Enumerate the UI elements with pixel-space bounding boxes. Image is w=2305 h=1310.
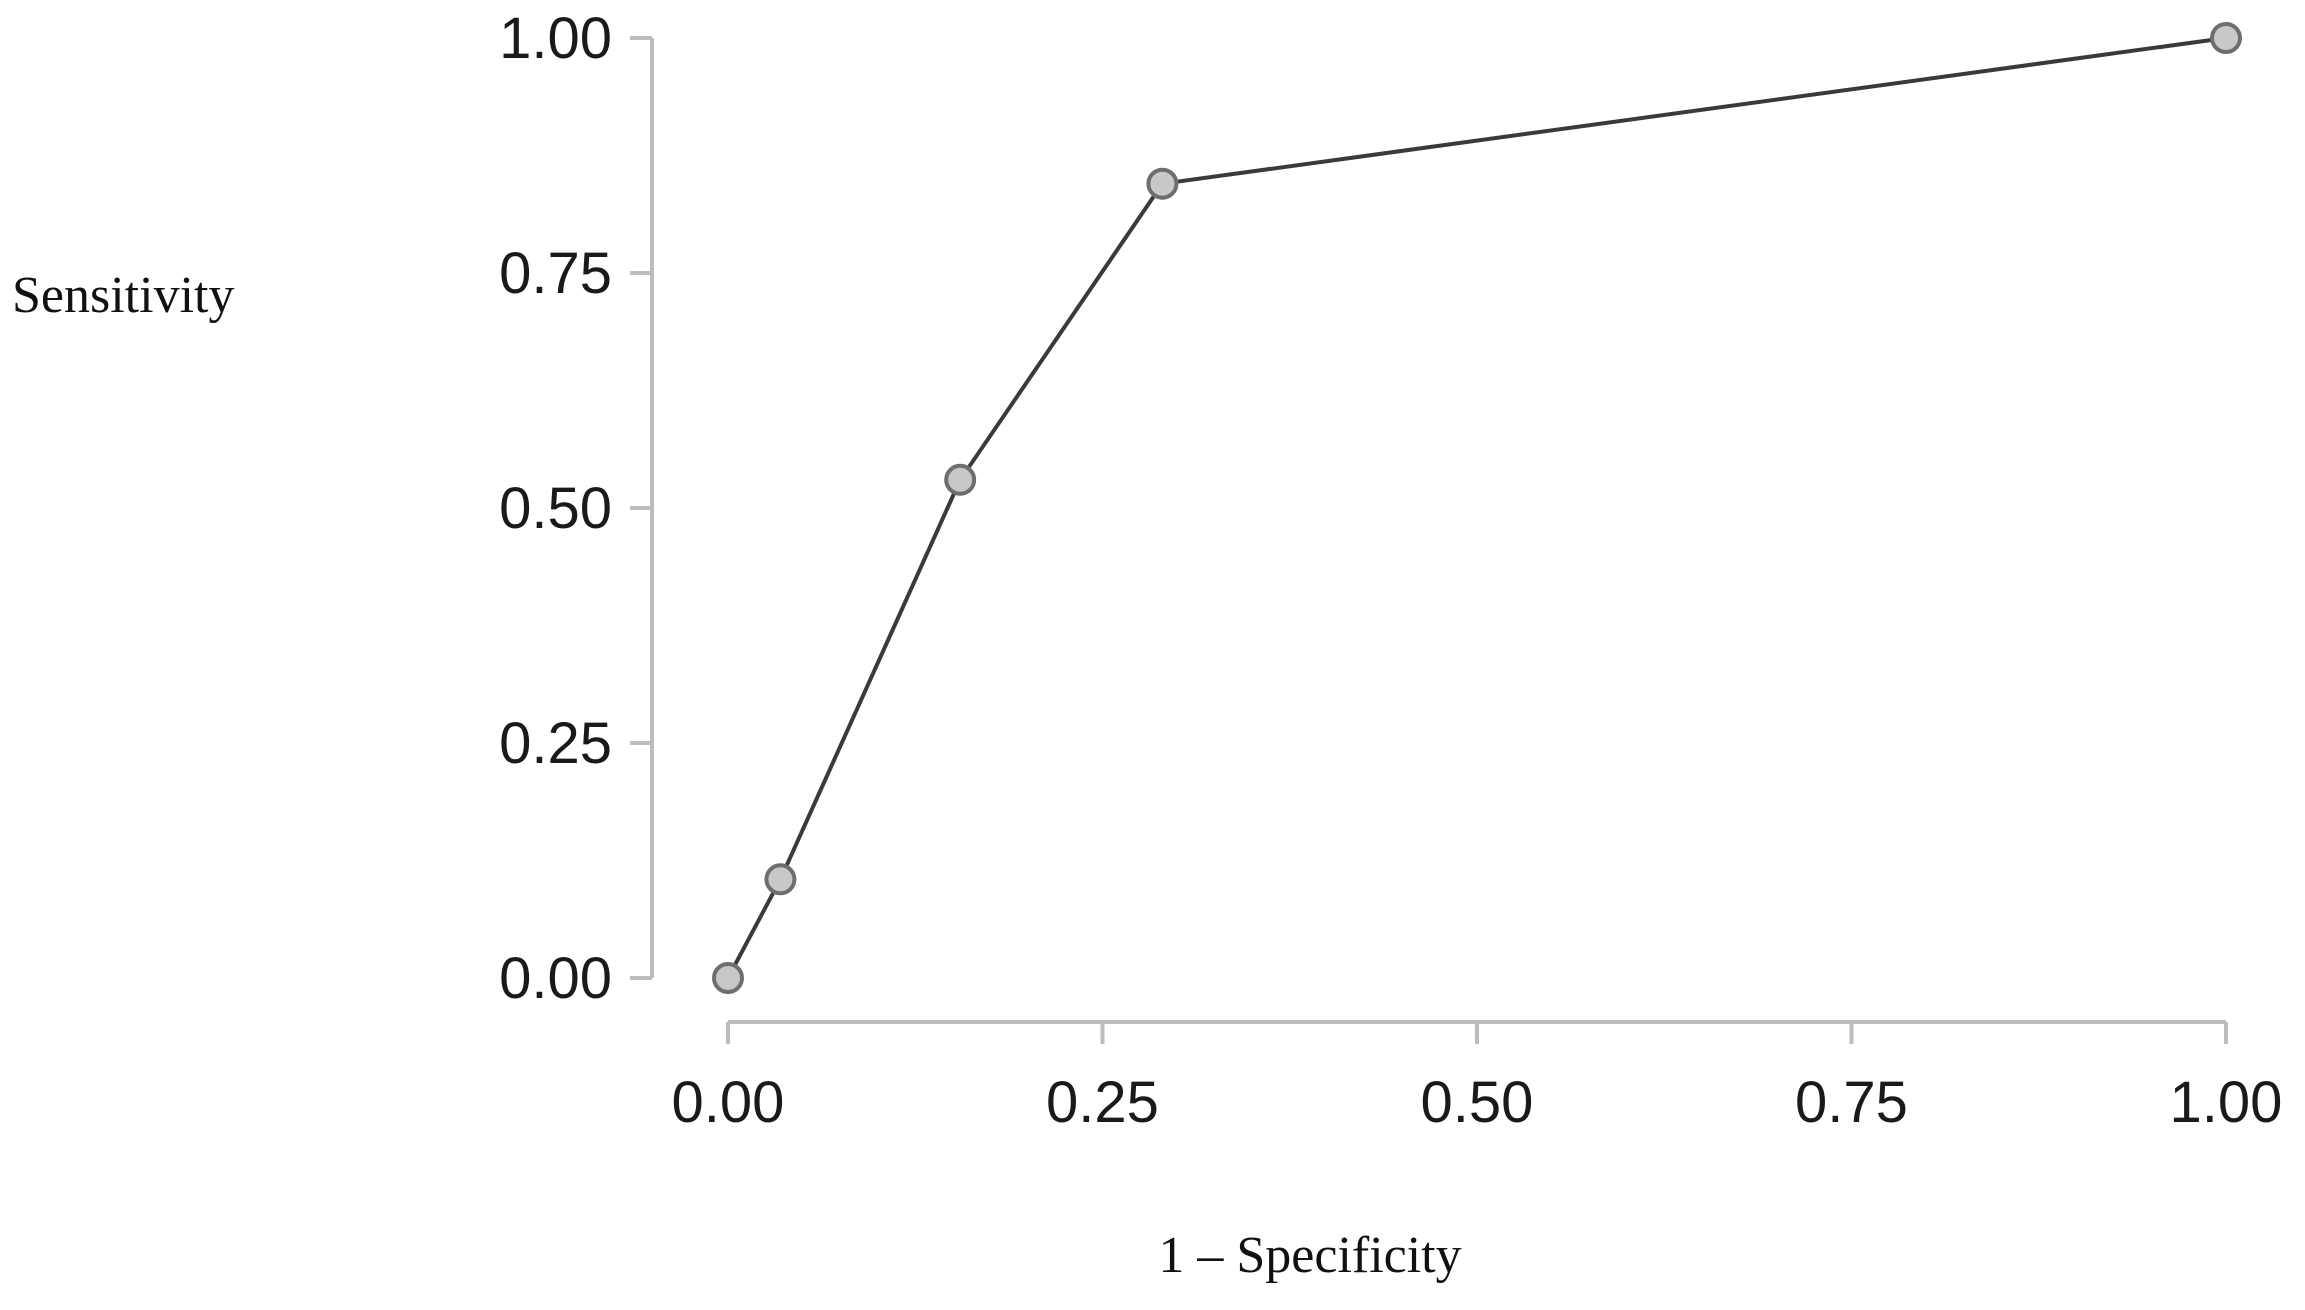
y-axis: 0.00 0.25 0.50 0.75 1.00 bbox=[499, 6, 654, 1011]
x-axis: 0.00 0.25 0.50 0.75 1.00 bbox=[672, 1020, 2283, 1135]
x-axis-label: 1 – Specificity bbox=[1158, 1227, 1461, 1284]
x-tick-label: 0.75 bbox=[1795, 1070, 1908, 1135]
roc-point bbox=[764, 863, 797, 896]
y-axis-label: Sensitivity bbox=[12, 267, 234, 324]
x-tick-label: 1.00 bbox=[2170, 1070, 2283, 1135]
y-tick-label: 0.25 bbox=[499, 711, 612, 776]
series-group bbox=[712, 22, 2242, 994]
roc-point bbox=[2210, 22, 2242, 54]
y-tick-label: 1.00 bbox=[499, 6, 612, 71]
roc-curve-line bbox=[726, 36, 2227, 979]
x-tick-label: 0.50 bbox=[1421, 1070, 1534, 1135]
roc-point bbox=[712, 962, 744, 994]
roc-point bbox=[944, 463, 977, 496]
roc-point bbox=[1146, 167, 1179, 200]
y-tick-label: 0.00 bbox=[499, 946, 612, 1011]
y-tick-label: 0.50 bbox=[499, 476, 612, 541]
y-tick-label: 0.75 bbox=[499, 241, 612, 306]
x-tick-label: 0.25 bbox=[1046, 1070, 1159, 1135]
x-tick-label: 0.00 bbox=[672, 1070, 785, 1135]
